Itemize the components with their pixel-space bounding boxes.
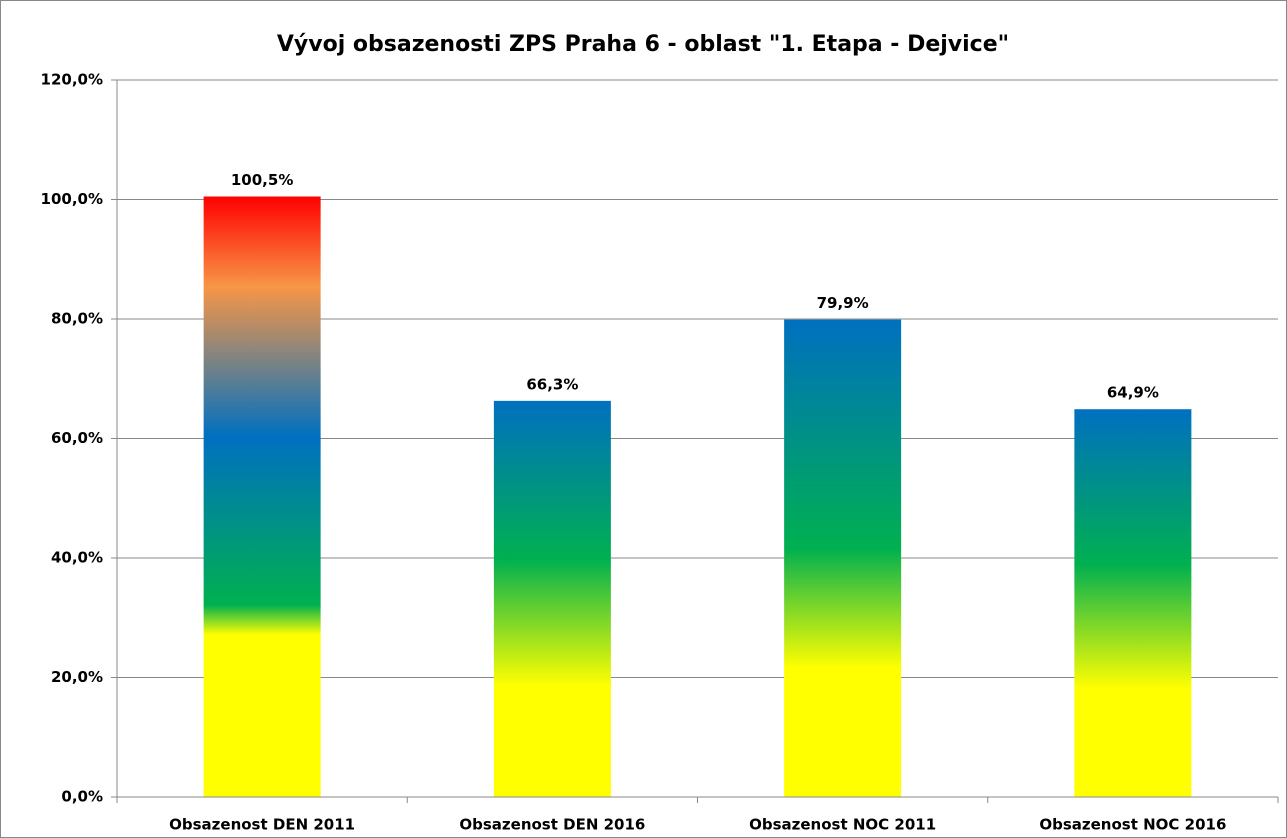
x-tick-label: Obsazenost DEN 2011 (169, 816, 355, 834)
x-tick-label: Obsazenost NOC 2016 (1039, 816, 1226, 834)
bar (784, 319, 902, 797)
x-tick-label: Obsazenost DEN 2016 (459, 816, 645, 834)
bar (203, 196, 321, 797)
bar (1074, 409, 1192, 797)
y-tick-label: 120,0% (41, 71, 103, 89)
y-tick-label: 0,0% (61, 788, 103, 806)
chart-title: Vývoj obsazenosti ZPS Praha 6 - oblast "… (277, 32, 1009, 57)
data-label: 64,9% (1107, 384, 1159, 402)
y-tick-label: 20,0% (51, 668, 103, 686)
y-tick-label: 60,0% (51, 429, 103, 447)
y-tick-label: 40,0% (51, 549, 103, 567)
y-tick-label: 100,0% (41, 190, 103, 208)
data-label: 66,3% (526, 375, 578, 393)
y-tick-label: 80,0% (51, 310, 103, 328)
bar (493, 400, 611, 797)
data-label: 79,9% (817, 294, 869, 312)
data-label: 100,5% (231, 171, 293, 189)
x-tick-label: Obsazenost NOC 2011 (749, 816, 936, 834)
